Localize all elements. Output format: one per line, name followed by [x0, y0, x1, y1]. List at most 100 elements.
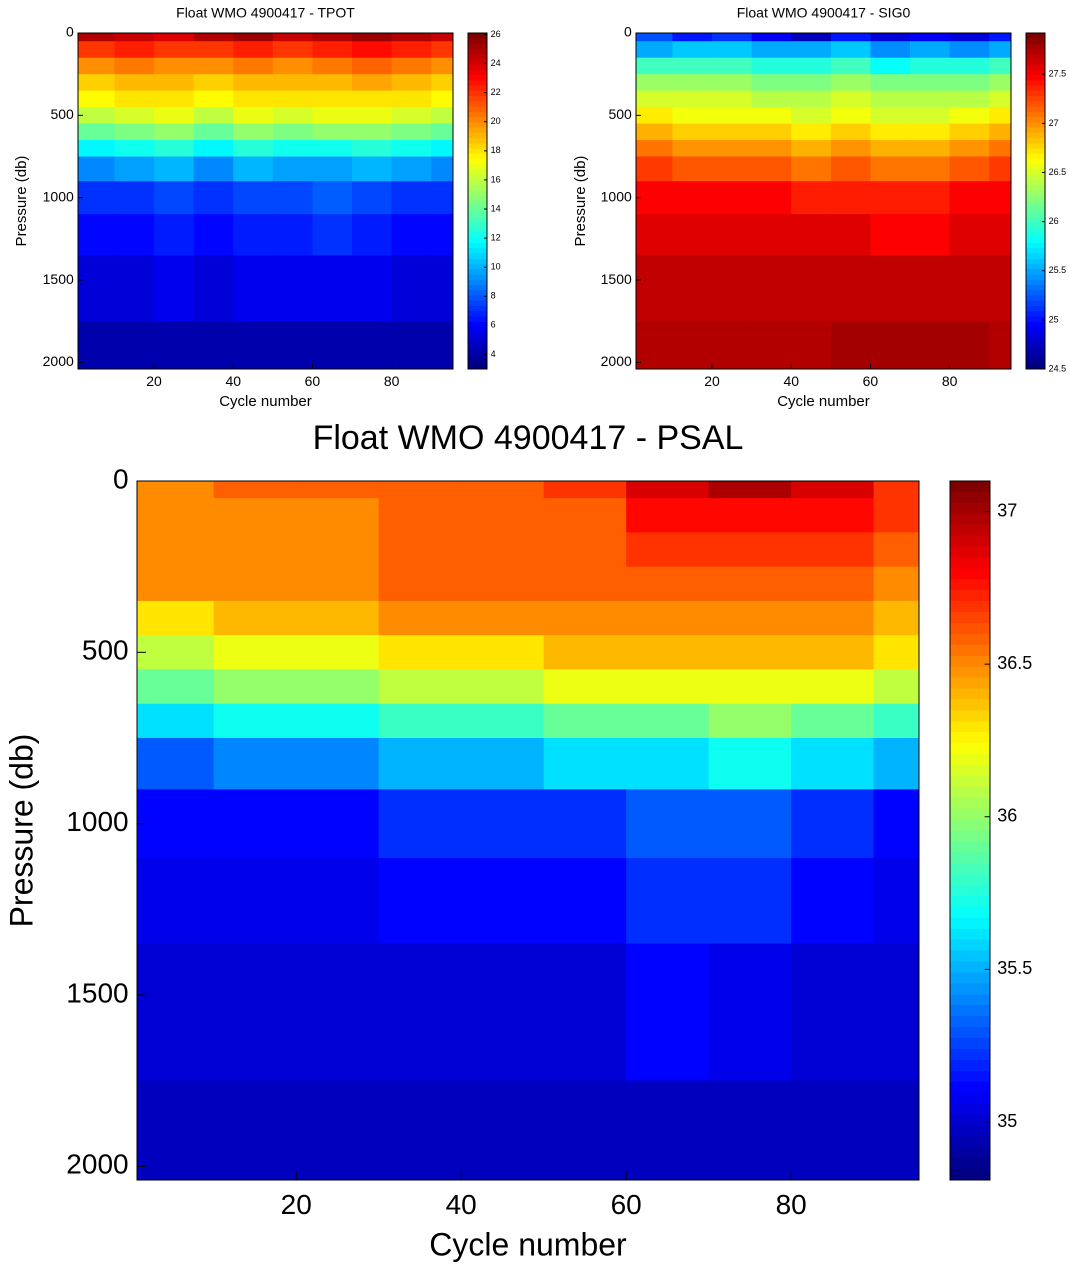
heatmap-cell: [213, 669, 297, 705]
heatmap-cell: [312, 57, 353, 75]
heatmap-cell: [910, 90, 951, 108]
heatmap-cell: [873, 600, 920, 636]
colorbar-tick-label: 6: [491, 320, 496, 330]
y-tick-label: 0: [66, 24, 74, 40]
heatmap-cell: [543, 600, 627, 636]
heatmap-cell: [137, 737, 215, 790]
heatmap-cell: [751, 140, 792, 158]
colorbar-tick-label: 37: [997, 500, 1017, 520]
heatmap-cell: [296, 566, 380, 602]
heatmap-cell: [791, 737, 875, 790]
heatmap-cell: [233, 214, 274, 256]
heatmap-cell: [636, 321, 673, 370]
x-tick-label: 80: [942, 373, 958, 389]
axes-frame: [635, 32, 1012, 370]
heatmap-cell: [949, 90, 990, 108]
heatmap-cell: [791, 57, 832, 75]
heatmap-cell: [751, 255, 792, 322]
heatmap-cell: [626, 703, 710, 739]
heatmap-cell: [910, 140, 951, 158]
colorbar-tick-label: 20: [491, 116, 501, 126]
heatmap-cell: [791, 703, 875, 739]
colorbar-tick-label: 36: [997, 806, 1017, 826]
heatmap-cell: [352, 41, 393, 59]
heatmap-cell: [431, 156, 454, 182]
heatmap-cell: [213, 943, 297, 1082]
heatmap-cell: [378, 481, 462, 499]
heatmap-cell: [391, 156, 432, 182]
y-tick-label: 1500: [43, 271, 74, 287]
heatmap-cell: [751, 107, 792, 125]
heatmap-cell: [312, 107, 353, 125]
heatmap-cell: [870, 33, 911, 42]
heatmap-cell: [78, 107, 115, 125]
heatmap-cell: [461, 789, 545, 859]
heatmap-cell: [312, 33, 353, 42]
heatmap-cell: [114, 107, 155, 125]
colorbar-tick-label: 27: [1049, 118, 1059, 128]
heatmap-cell: [873, 857, 920, 945]
colorbar-tick-label: 8: [491, 291, 496, 301]
heatmap-cell: [708, 703, 792, 739]
heatmap-cell: [154, 156, 195, 182]
heatmap-cell: [78, 74, 115, 92]
heatmap-cell: [870, 74, 911, 92]
heatmap-cell: [378, 669, 462, 705]
heatmap-cell: [378, 789, 462, 859]
heatmap-cell: [791, 600, 875, 636]
heatmap-cell: [989, 123, 1012, 141]
colorbar-tick-label: 24: [491, 58, 501, 68]
y-axis-label: Pressure (db): [13, 156, 30, 247]
heatmap-cell: [272, 33, 313, 42]
heatmap-cell: [272, 41, 313, 59]
heatmap-cell: [137, 498, 215, 533]
heatmap-cell: [910, 255, 951, 322]
heatmap-cell: [431, 321, 454, 370]
x-axis-label: Cycle number: [219, 393, 312, 410]
heatmap-cell: [233, 33, 274, 42]
heatmap-cell: [712, 123, 753, 141]
heatmap-cell: [751, 123, 792, 141]
heatmap-cell: [791, 635, 875, 670]
heatmap-cell: [431, 41, 454, 59]
heatmap-cell: [114, 90, 155, 108]
heatmap-cell: [791, 74, 832, 92]
heatmap-cell: [78, 90, 115, 108]
heatmap-cell: [391, 33, 432, 42]
heatmap-cell: [543, 669, 627, 705]
heatmap-cell: [712, 33, 753, 42]
heatmap-cell: [193, 74, 234, 92]
heatmap-cell: [751, 33, 792, 42]
heatmap-cell: [312, 90, 353, 108]
heatmap-cell: [114, 57, 155, 75]
heatmap-cell: [791, 669, 875, 705]
heatmap-cell: [626, 857, 710, 945]
colorbar-tick-label: 12: [491, 232, 501, 242]
heatmap-cell: [378, 737, 462, 790]
heatmap-cell: [672, 156, 713, 182]
heatmap-cell: [296, 635, 380, 670]
heatmap-cell: [352, 33, 393, 42]
heatmap-cell: [193, 321, 234, 370]
heatmap-cell: [391, 123, 432, 141]
heatmap-cell: [213, 737, 297, 790]
x-tick-label: 60: [863, 373, 879, 389]
heatmap-cell: [989, 90, 1012, 108]
heatmap-cell: [949, 33, 990, 42]
heatmap-cell: [751, 156, 792, 182]
heatmap-cell: [751, 181, 792, 215]
heatmap-cell: [873, 737, 920, 790]
heatmap-cell: [873, 532, 920, 568]
heatmap-cell: [949, 107, 990, 125]
heatmap-cell: [296, 737, 380, 790]
heatmap-cell: [712, 90, 753, 108]
heatmap-cell: [137, 669, 215, 705]
colorbar-tick-label: 18: [491, 145, 501, 155]
colorbar-tick-label: 22: [491, 87, 501, 97]
heatmap-cell: [272, 255, 313, 322]
heatmap-cell: [791, 789, 875, 859]
heatmap-cell: [378, 600, 462, 636]
heatmap-cell: [830, 156, 871, 182]
heatmap-cell: [461, 857, 545, 945]
heatmap-cell: [378, 498, 462, 533]
